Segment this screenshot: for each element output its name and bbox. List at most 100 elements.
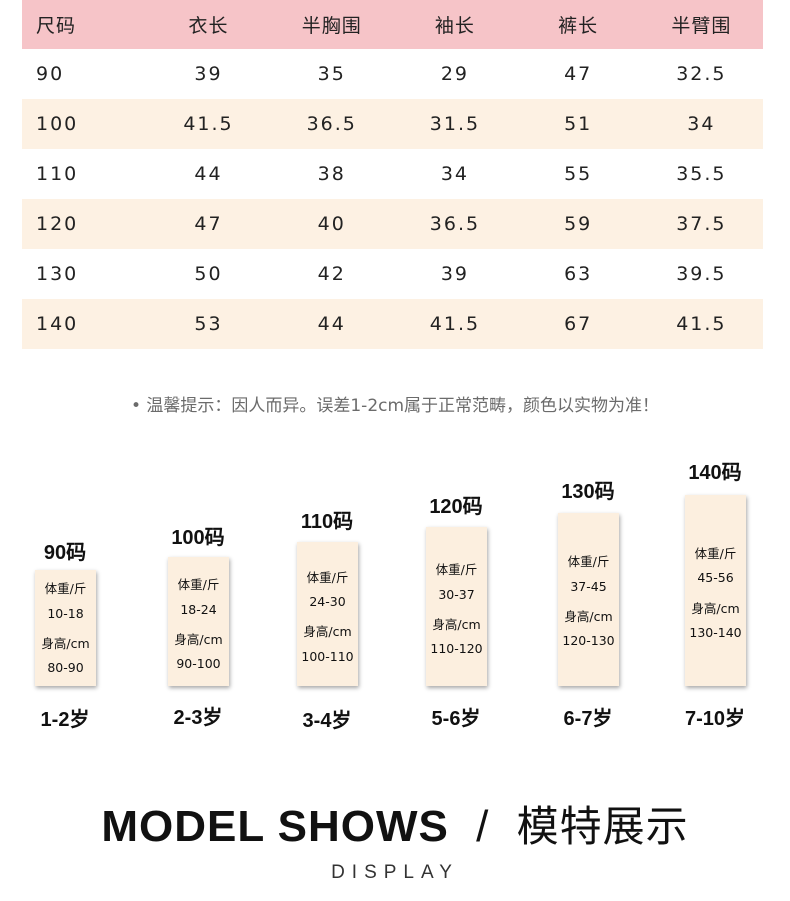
card-weight-label: 体重/斤	[177, 577, 220, 592]
table-cell: 44	[194, 163, 223, 185]
table-row: 120 47 40 36.5 59 37.5	[22, 199, 763, 249]
card-box: 体重/斤 45-56 身高/cm 130-140	[685, 495, 746, 686]
header-cell: 尺码	[36, 15, 77, 37]
model-title-en: MODEL SHOWS	[101, 802, 449, 851]
header-cell: 袖长	[434, 15, 475, 37]
table-cell: 90	[36, 63, 65, 85]
table-cell: 47	[564, 63, 593, 85]
card-height-label: 身高/cm	[432, 617, 481, 632]
table-cell: 39.5	[676, 263, 727, 285]
card-weight: 24-30	[309, 594, 346, 609]
table-cell: 53	[194, 313, 223, 335]
card-height-label: 身高/cm	[303, 624, 352, 639]
table-cell: 38	[317, 163, 346, 185]
table-cell: 35	[317, 63, 346, 85]
card-height: 90-100	[176, 656, 221, 671]
card-weight: 18-24	[180, 602, 217, 617]
table-cell: 67	[564, 313, 593, 335]
table-cell: 35.5	[676, 163, 727, 185]
table-cell: 55	[564, 163, 593, 185]
card-weight-label: 体重/斤	[567, 554, 610, 569]
table-cell: 51	[564, 113, 593, 135]
card-box: 体重/斤 30-37 身高/cm 110-120	[426, 527, 487, 686]
table-cell: 42	[317, 263, 346, 285]
card-height: 110-120	[430, 641, 483, 656]
header-cell: 裤长	[558, 15, 599, 37]
card-age: 3-4岁	[302, 710, 352, 732]
table-cell: 36.5	[306, 113, 357, 135]
table-cell: 31.5	[429, 113, 481, 135]
header-cell: 半胸围	[301, 15, 362, 37]
card-code: 110码	[300, 511, 354, 533]
table-row: 110 44 38 34 55 35.5	[22, 149, 763, 199]
table-cell: 59	[564, 213, 593, 235]
header-cell: 衣长	[188, 15, 229, 37]
card-weight: 37-45	[570, 579, 607, 594]
table-cell: 34	[687, 113, 716, 135]
table-cell: 39	[440, 263, 470, 285]
header-cell: 半臂围	[671, 15, 732, 37]
card-age: 1-2岁	[40, 709, 90, 731]
table-cell: 41.5	[183, 113, 234, 135]
table-cell: 63	[564, 263, 593, 285]
card-weight: 30-37	[438, 587, 475, 602]
table-cell: 37.5	[676, 213, 727, 235]
table-cell: 34	[440, 163, 470, 185]
card-weight-label: 体重/斤	[694, 546, 737, 561]
size-tip: • 温馨提示：因人而异。误差1-2cm属于正常范畴，颜色以实物为准！	[130, 396, 660, 416]
card-height-label: 身高/cm	[691, 601, 740, 616]
table-cell: 110	[36, 163, 79, 185]
card-code: 90码	[43, 542, 87, 564]
card-weight: 45-56	[697, 570, 734, 585]
table-row: 130 50 42 39 63 39.5	[22, 249, 763, 299]
card-code: 140码	[688, 462, 742, 484]
table-cell: 41.5	[429, 313, 481, 335]
card-age: 5-6岁	[431, 708, 481, 730]
size-card-130: 130码 体重/斤 37-45 身高/cm 120-130 6-7岁	[543, 481, 633, 730]
card-age: 2-3岁	[173, 707, 223, 729]
table-row: 140 53 44 41.5 67 41.5	[22, 299, 763, 349]
table-cell: 50	[194, 263, 223, 285]
table-cell: 130	[36, 263, 79, 285]
table-cell: 29	[440, 63, 470, 85]
card-code: 120码	[429, 496, 483, 518]
size-card-100: 100码 体重/斤 18-24 身高/cm 90-100 2-3岁	[153, 527, 243, 730]
card-weight-label: 体重/斤	[306, 570, 349, 585]
card-height-label: 身高/cm	[564, 609, 613, 624]
size-card-110: 110码 体重/斤 24-30 身高/cm 100-110 3-4岁	[282, 511, 372, 732]
card-height: 120-130	[562, 633, 615, 648]
card-age: 7-10岁	[684, 708, 746, 730]
card-height: 100-110	[301, 649, 354, 664]
table-header-row: 尺码 衣长 半胸围 袖长 裤长 半臂围	[22, 0, 763, 49]
model-shows-title: MODEL SHOWS / 模特展示	[0, 793, 790, 854]
card-age: 6-7岁	[563, 708, 613, 730]
display-subtitle: DISPLAY	[331, 862, 459, 883]
card-height-label: 身高/cm	[174, 632, 223, 647]
size-card-120: 120码 体重/斤 30-37 身高/cm 110-120 5-6岁	[411, 496, 501, 730]
table-cell: 40	[317, 213, 346, 235]
card-code: 100码	[171, 527, 225, 549]
card-code: 130码	[561, 481, 615, 503]
table-cell: 47	[194, 213, 223, 235]
card-box: 体重/斤 37-45 身高/cm 120-130	[558, 513, 619, 686]
table-cell: 44	[317, 313, 346, 335]
card-height: 130-140	[689, 625, 742, 640]
card-box: 体重/斤 24-30 身高/cm 100-110	[297, 542, 358, 686]
card-height-label: 身高/cm	[41, 636, 90, 651]
table-cell: 140	[36, 313, 79, 335]
size-card-140: 140码 体重/斤 45-56 身高/cm 130-140 7-10岁	[670, 462, 760, 730]
card-box: 体重/斤 10-18 身高/cm 80-90	[35, 570, 96, 686]
table-cell: 32.5	[676, 63, 727, 85]
table-cell: 36.5	[429, 213, 481, 235]
model-title-separator: /	[476, 802, 490, 851]
card-weight-label: 体重/斤	[44, 581, 87, 596]
table-cell: 120	[36, 213, 79, 235]
table-row: 90 39 35 29 47 32.5	[22, 49, 763, 99]
table-cell: 41.5	[676, 313, 727, 335]
card-weight-label: 体重/斤	[435, 562, 478, 577]
size-card-90: 90码 体重/斤 10-18 身高/cm 80-90 1-2岁	[20, 530, 110, 731]
table-cell: 100	[36, 113, 79, 135]
card-box: 体重/斤 18-24 身高/cm 90-100	[168, 557, 229, 686]
table-cell: 39	[194, 63, 223, 85]
card-height: 80-90	[47, 660, 84, 675]
